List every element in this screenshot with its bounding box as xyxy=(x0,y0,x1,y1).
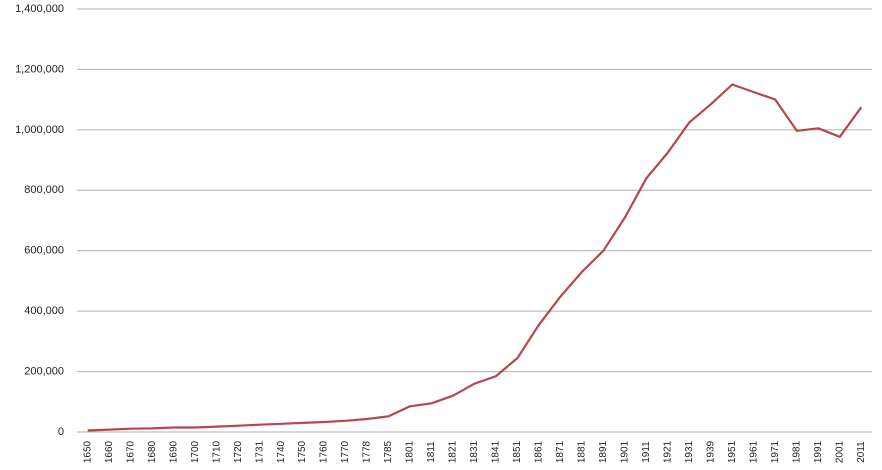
x-tick-label: 1891 xyxy=(598,440,609,463)
x-tick-label: 1851 xyxy=(512,440,523,463)
y-tick-label: 0 xyxy=(58,426,64,438)
x-tick-label: 1740 xyxy=(276,440,287,463)
x-tick-label: 1911 xyxy=(641,441,652,463)
x-tick-label: 1821 xyxy=(448,440,459,463)
x-tick-label: 2001 xyxy=(834,440,845,463)
x-tick-label: 1720 xyxy=(233,440,244,463)
x-tick-label: 1901 xyxy=(620,440,631,463)
x-tick-label: 1811 xyxy=(426,441,437,463)
x-tick-label: 1801 xyxy=(405,440,416,463)
x-tick-label: 1881 xyxy=(577,440,588,463)
x-tick-label: 1939 xyxy=(705,440,716,463)
x-tick-label: 1760 xyxy=(319,440,330,463)
x-tick-label: 1971 xyxy=(770,440,781,463)
x-tick-label: 1750 xyxy=(297,440,308,463)
x-tick-label: 1831 xyxy=(469,440,480,463)
x-tick-label: 1700 xyxy=(190,440,201,463)
x-tick-label: 1670 xyxy=(125,440,136,463)
x-tick-label: 1710 xyxy=(211,440,222,463)
x-tick-label: 1921 xyxy=(663,440,674,463)
x-tick-label: 1680 xyxy=(147,440,158,463)
x-tick-label: 1991 xyxy=(813,440,824,463)
x-tick-label: 1981 xyxy=(791,440,802,463)
x-tick-label: 1931 xyxy=(684,440,695,463)
data-line xyxy=(87,83,863,432)
y-tick-label: 1,400,000 xyxy=(15,3,64,15)
x-tick-label: 1961 xyxy=(748,440,759,463)
y-tick-label: 800,000 xyxy=(24,184,64,196)
x-tick-label: 1731 xyxy=(254,440,265,463)
x-tick-label: 1690 xyxy=(168,440,179,463)
x-tick-label: 1951 xyxy=(727,440,738,463)
y-tick-label: 600,000 xyxy=(24,245,64,257)
x-tick-label: 1770 xyxy=(340,440,351,463)
x-tick-label: 1650 xyxy=(82,440,93,463)
x-tick-label: 1778 xyxy=(362,440,373,463)
y-tick-label: 400,000 xyxy=(24,305,64,317)
y-tick-label: 1,000,000 xyxy=(15,124,64,136)
x-tick-label: 1841 xyxy=(491,440,502,463)
x-tick-label: 1871 xyxy=(555,440,566,463)
y-tick-label: 1,200,000 xyxy=(15,63,64,75)
x-tick-label: 1660 xyxy=(104,440,115,463)
x-tick-label: 1785 xyxy=(383,440,394,463)
y-tick-label: 200,000 xyxy=(24,365,64,377)
x-tick-label: 2011 xyxy=(856,441,867,463)
x-tick-label: 1861 xyxy=(534,440,545,463)
